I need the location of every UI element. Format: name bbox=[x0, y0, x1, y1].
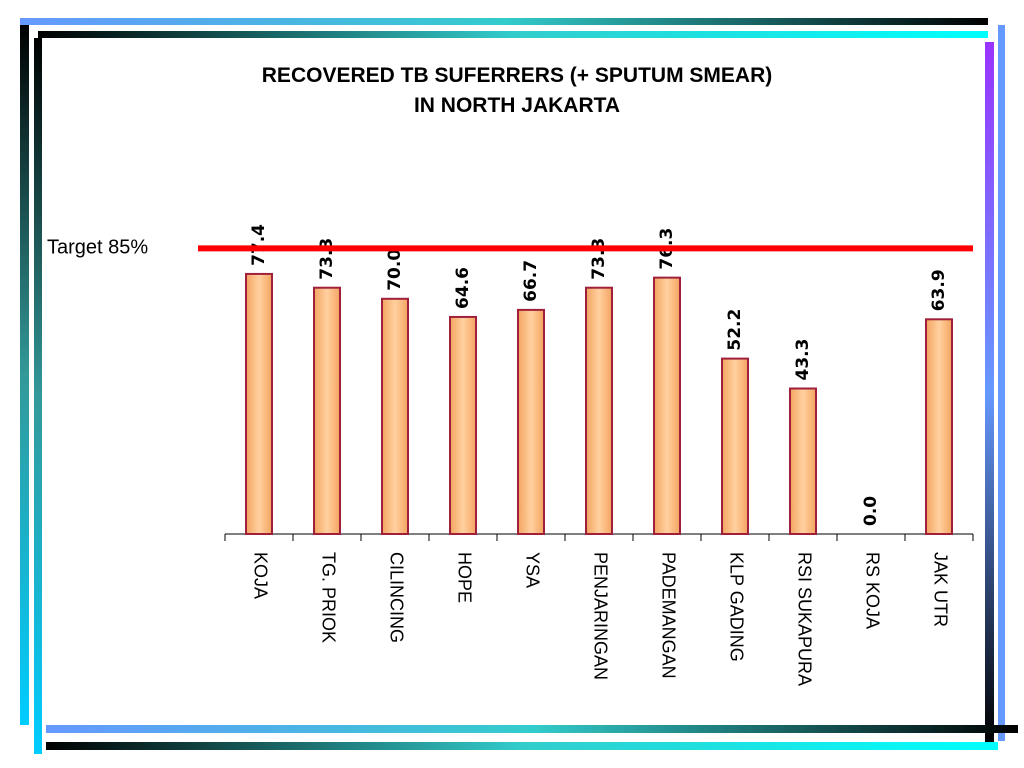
x-tick-label: CILINCING bbox=[386, 552, 406, 643]
chart-title: RECOVERED TB SUFERRERS (+ SPUTUM SMEAR) bbox=[262, 64, 772, 87]
x-tick-label: RSI SUKAPURA bbox=[794, 552, 814, 686]
bar bbox=[925, 318, 953, 535]
x-tick-label: HOPE bbox=[454, 552, 474, 603]
value-label: 73.3 bbox=[589, 238, 609, 280]
x-tick-label: YSA bbox=[522, 552, 542, 588]
x-tick-label: PADEMANGAN bbox=[658, 552, 678, 679]
value-label: 52.2 bbox=[725, 309, 745, 351]
x-tick-label: KLP GADING bbox=[726, 552, 746, 662]
x-tick-label: PENJARINGAN bbox=[590, 552, 610, 680]
chart-title: IN NORTH JAKARTA bbox=[414, 94, 620, 117]
bar bbox=[653, 276, 681, 535]
value-label: 73.3 bbox=[317, 238, 337, 280]
x-tick-label: JAK UTR bbox=[930, 552, 950, 627]
value-label: 70.0 bbox=[385, 249, 405, 291]
bar bbox=[313, 286, 341, 535]
bar bbox=[585, 286, 613, 535]
value-label: 64.6 bbox=[453, 267, 473, 309]
frame bbox=[20, 18, 1018, 754]
bar bbox=[517, 308, 545, 535]
value-label: 66.7 bbox=[521, 260, 541, 302]
x-tick-label: TG. PRIOK bbox=[318, 552, 338, 643]
target-label: Target 85% bbox=[47, 237, 148, 259]
bar bbox=[381, 297, 409, 535]
x-tick-label: RS KOJA bbox=[862, 552, 882, 629]
value-label: 43.3 bbox=[793, 339, 813, 381]
bar bbox=[449, 315, 477, 535]
bar bbox=[245, 272, 273, 535]
value-label: 63.9 bbox=[929, 269, 949, 311]
bar bbox=[721, 357, 749, 535]
value-label: 77.4 bbox=[249, 224, 269, 266]
x-tick-label: KOJA bbox=[250, 552, 270, 599]
value-label: 0.0 bbox=[861, 496, 881, 526]
bar bbox=[789, 387, 817, 535]
